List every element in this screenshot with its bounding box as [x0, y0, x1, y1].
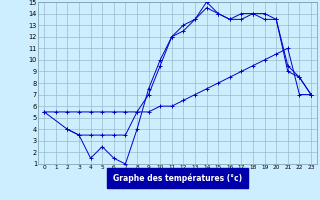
- X-axis label: Graphe des températures (°c): Graphe des températures (°c): [113, 173, 242, 183]
